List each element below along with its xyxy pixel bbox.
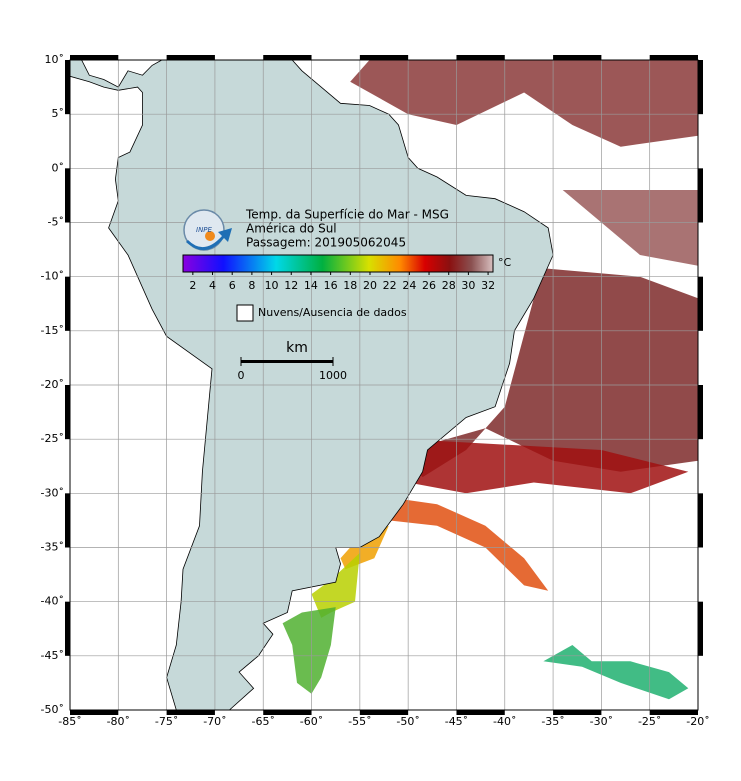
x-tick-label: -30˚ (590, 715, 613, 728)
frame-bar (70, 55, 119, 60)
scale-tick-label: 0 (238, 369, 245, 382)
frame-bar (263, 710, 312, 715)
y-tick-label: -25˚ (41, 432, 64, 445)
x-tick-label: -80˚ (107, 715, 130, 728)
frame-bar (649, 710, 698, 715)
frame-bar (456, 55, 505, 60)
y-tick-label: -10˚ (41, 270, 64, 283)
y-tick-label: -20˚ (41, 378, 64, 391)
sst-area (562, 190, 698, 266)
y-tick-label: -35˚ (41, 541, 64, 554)
frame-bar (65, 601, 70, 656)
frame-bar (65, 493, 70, 548)
colorbar (182, 254, 494, 273)
frame-bar (698, 601, 703, 656)
colorbar-tick-label: 20 (363, 279, 377, 292)
x-tick-label: -85˚ (58, 715, 81, 728)
colorbar-tick-label: 10 (265, 279, 279, 292)
x-tick-label: -55˚ (348, 715, 371, 728)
sst-area (282, 607, 336, 694)
y-tick-label: 5˚ (52, 107, 65, 120)
logo-sun (205, 231, 215, 241)
pass: Passagem: 201905062045 (246, 236, 406, 250)
frame-bar (553, 55, 602, 60)
legend-swatch (236, 304, 254, 322)
x-tick-label: -65˚ (251, 715, 274, 728)
frame-bar (65, 168, 70, 223)
x-tick-label: -50˚ (396, 715, 419, 728)
frame-bar (65, 276, 70, 331)
frame-bar (70, 710, 119, 715)
colorbar-tick-label: 28 (442, 279, 456, 292)
sst-area (408, 439, 689, 494)
y-tick-label: -15˚ (41, 324, 64, 337)
scale-unit: km (286, 340, 308, 356)
y-tick-label: -30˚ (41, 486, 64, 499)
sst-area (350, 60, 698, 147)
colorbar-tick-label: 22 (383, 279, 397, 292)
colorbar-tick-label: 24 (402, 279, 416, 292)
frame-bar (359, 710, 409, 715)
x-tick-label: -40˚ (493, 715, 516, 728)
y-tick-label: -50˚ (41, 703, 64, 716)
y-tick-label: 0˚ (52, 161, 65, 174)
title: Temp. da Superfície do Mar - MSG (245, 208, 449, 222)
frame-bar (698, 385, 703, 440)
frame-bar (166, 710, 215, 715)
colorbar-tick-label: 32 (481, 279, 495, 292)
frame-bar (166, 55, 215, 60)
frame-bar (649, 55, 698, 60)
scale-tick-label: 1000 (319, 369, 347, 382)
x-tick-label: -20˚ (686, 715, 709, 728)
frame-bar (698, 276, 703, 331)
colorbar-tick-label: 2 (189, 279, 196, 292)
frame-bar (698, 493, 703, 548)
sst-area (543, 645, 689, 700)
legend-text: Nuvens/Ausencia de dados (258, 306, 407, 319)
colorbar-tick-label: 12 (284, 279, 298, 292)
frame-bar (359, 55, 409, 60)
frame-bar (456, 710, 505, 715)
frame-bar (553, 710, 602, 715)
x-tick-label: -70˚ (203, 715, 226, 728)
y-tick-label: -5˚ (48, 216, 64, 229)
frame-bar (65, 385, 70, 440)
colorbar-tick-label: 8 (248, 279, 255, 292)
frame-bar (698, 168, 703, 223)
y-tick-label: -40˚ (41, 595, 64, 608)
colorbar-tick-label: 4 (209, 279, 216, 292)
x-tick-label: -75˚ (155, 715, 178, 728)
logo-text: INPE (196, 226, 213, 234)
x-tick-label: -25˚ (638, 715, 661, 728)
x-tick-label: -60˚ (300, 715, 323, 728)
frame-bar (698, 60, 703, 115)
sst-area (388, 498, 549, 591)
colorbar-tick-label: 14 (304, 279, 318, 292)
colorbar-tick-label: 6 (229, 279, 236, 292)
region: América do Sul (246, 222, 337, 236)
logo-swoosh (186, 228, 232, 251)
y-tick-label: -45˚ (41, 649, 64, 662)
x-tick-label: -35˚ (541, 715, 564, 728)
x-tick-label: -45˚ (445, 715, 468, 728)
colorbar-tick-label: 26 (422, 279, 436, 292)
colorbar-unit: °C (498, 256, 512, 269)
frame-bar (263, 55, 312, 60)
colorbar-tick-label: 30 (461, 279, 475, 292)
y-tick-label: 10˚ (45, 53, 65, 66)
colorbar-tick-label: 16 (324, 279, 338, 292)
scale-bar (241, 360, 333, 363)
colorbar-tick-label: 18 (343, 279, 357, 292)
frame-bar (65, 60, 70, 115)
